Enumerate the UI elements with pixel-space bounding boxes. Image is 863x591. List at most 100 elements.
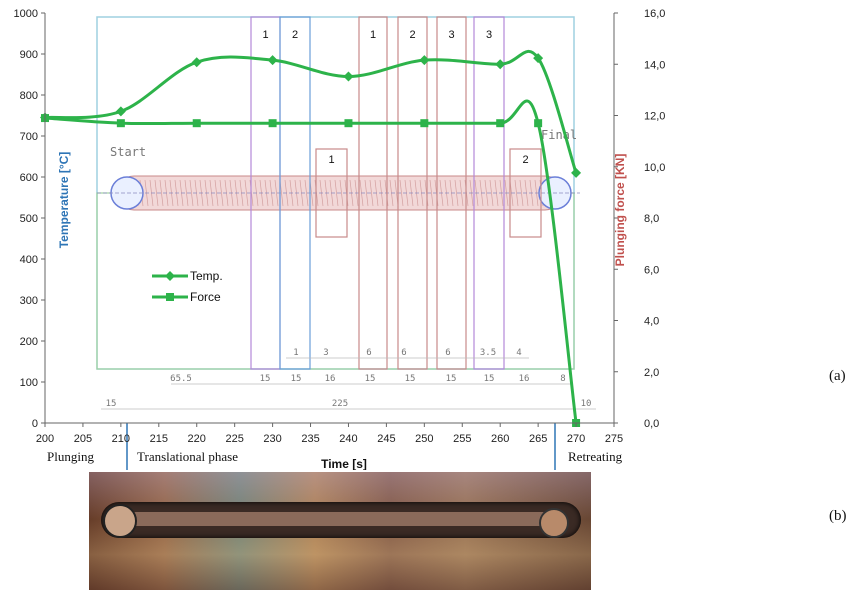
temp-point — [533, 53, 544, 64]
x-tick-label: 215 — [150, 433, 168, 445]
phase-label-retreating: Retreating — [568, 449, 623, 464]
dim-row3-label: 15 — [106, 399, 117, 409]
segment-box — [279, 16, 311, 370]
x-tick-label: 235 — [301, 433, 319, 445]
x-tick-label: 255 — [453, 433, 471, 445]
track-hatch — [369, 179, 374, 207]
y-left-tick-label: 700 — [20, 131, 38, 143]
track-hatch — [489, 179, 494, 207]
track-hatch — [184, 179, 189, 207]
dim-row2-label: 15 — [484, 374, 495, 384]
x-axis-label: Time [s] — [321, 457, 367, 470]
dim-row2-label: 15 — [291, 374, 302, 384]
temp-point — [267, 55, 278, 66]
dim-row3-label: 225 — [332, 399, 348, 409]
schematic-lower-frame — [96, 192, 575, 370]
force-point — [268, 119, 277, 128]
segment-label: 1 — [370, 29, 376, 41]
track-hatch — [304, 179, 309, 207]
y-left-tick-label: 1000 — [14, 8, 38, 20]
x-tick-label: 205 — [74, 433, 92, 445]
phase-label-translational: Translational phase — [137, 449, 238, 464]
y-axis-right-label: Plunging force [KN] — [613, 154, 627, 267]
x-tick-label: 270 — [567, 433, 585, 445]
track-hatch — [459, 179, 464, 207]
x-tick-label: 225 — [225, 433, 243, 445]
y-right-tick-label: 8,0 — [644, 213, 659, 225]
x-tick-label: 220 — [188, 433, 206, 445]
x-tick-label: 210 — [112, 433, 130, 445]
dim-row1-label: 3.5 — [480, 348, 496, 358]
y-left-tick-label: 100 — [20, 377, 38, 389]
y-left-tick-label: 400 — [20, 254, 38, 266]
legend: Temp. Force — [152, 269, 223, 304]
dim-row2-label: 16 — [519, 374, 530, 384]
segment-label-mid: 1 — [328, 154, 334, 166]
track-hatch — [214, 179, 219, 207]
dim-row2-label: 15 — [446, 374, 457, 384]
start-label: Start — [110, 145, 146, 159]
track-hatch — [334, 179, 339, 207]
x-tick-label: 240 — [339, 433, 357, 445]
phase-label-plunging: Plunging — [47, 449, 94, 464]
temp-point — [419, 55, 430, 66]
segment-box — [473, 16, 505, 370]
segment-label: 3 — [448, 29, 454, 41]
track-hatch — [274, 179, 279, 207]
track-hatch — [189, 179, 194, 207]
panel-label-a: (a) — [829, 368, 846, 384]
segment-label-mid: 2 — [522, 154, 528, 166]
track-hatch — [219, 179, 224, 207]
segment-label: 3 — [486, 29, 492, 41]
dim-row1-label: 1 — [293, 348, 298, 358]
y-left-tick-label: 900 — [20, 49, 38, 61]
final-label: Final — [541, 128, 577, 142]
segment-label: 1 — [262, 29, 268, 41]
y-left-tick-label: 800 — [20, 90, 38, 102]
segment-box — [436, 16, 467, 370]
weld-photo — [89, 472, 591, 590]
track-hatch — [514, 179, 519, 207]
x-tick-label: 200 — [36, 433, 54, 445]
force-point — [534, 119, 543, 128]
segment-label: 2 — [292, 29, 298, 41]
legend-entry-temp: Temp. — [190, 269, 223, 283]
panel-label-b: (b) — [829, 508, 847, 524]
temp-point — [115, 106, 126, 117]
temp-point — [191, 57, 202, 68]
segment-box-mid — [509, 148, 542, 238]
y-left-tick-label: 0 — [32, 418, 38, 430]
temp-point — [495, 59, 506, 70]
force-point — [420, 119, 429, 128]
track-hatch — [244, 179, 249, 207]
y-right-tick-label: 10,0 — [644, 162, 665, 174]
weld-schematic: Start Final 1 2 1 2 3 3 1 2 1 3 6 6 6 3.5 4 65.5 15 15 16 15 1… — [96, 16, 596, 470]
y-right-tick-label: 14,0 — [644, 59, 665, 71]
force-point — [192, 119, 201, 128]
track-hatch — [429, 179, 434, 207]
track-hatch — [364, 179, 369, 207]
x-tick-label: 275 — [605, 433, 623, 445]
y-left-tick-label: 500 — [20, 213, 38, 225]
track-hatch — [339, 179, 344, 207]
force-point — [496, 119, 505, 128]
segment-label: 2 — [409, 29, 415, 41]
dim-row1-label: 4 — [516, 348, 521, 358]
dim-row2-label: 15 — [260, 374, 271, 384]
dim-row2-label: 16 — [325, 374, 336, 384]
track-hatch — [484, 179, 489, 207]
y-right-tick-label: 12,0 — [644, 111, 665, 123]
dim-row1-label: 6 — [445, 348, 450, 358]
dim-row2-label: 8 — [560, 374, 565, 384]
x-tick-label: 260 — [491, 433, 509, 445]
temp-point — [571, 167, 582, 178]
track-hatch — [399, 179, 404, 207]
y-axis-left-label: Temperature [°C] — [57, 152, 71, 249]
x-tick-label: 230 — [263, 433, 281, 445]
segment-box — [358, 16, 388, 370]
track-hatch — [519, 179, 524, 207]
segment-box — [397, 16, 428, 370]
force-point — [116, 119, 125, 128]
x-tick-label: 245 — [377, 433, 395, 445]
axes-layer: 200 205 210 215 220 225 230 235 240 245 250 255 260 2… — [14, 8, 666, 445]
